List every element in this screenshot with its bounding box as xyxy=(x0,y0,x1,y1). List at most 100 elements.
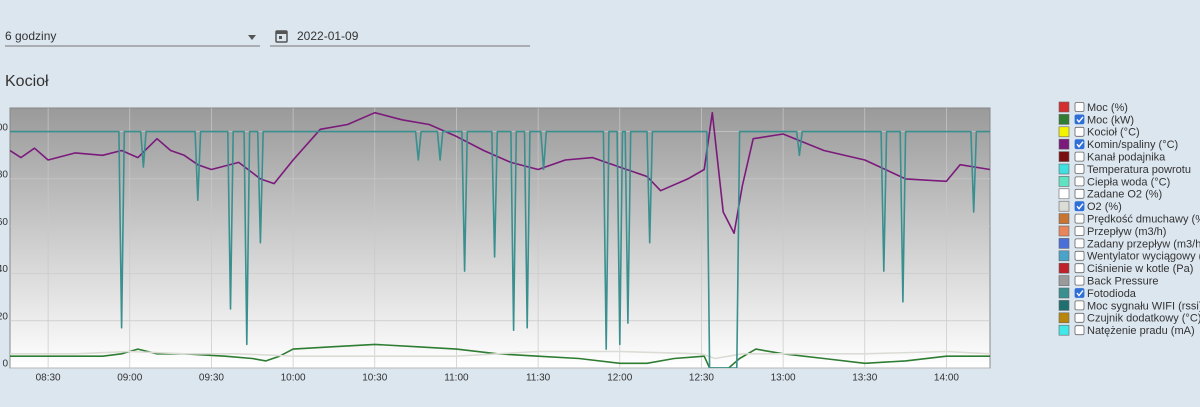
legend-checkbox xyxy=(1074,238,1085,249)
legend-item[interactable]: Kanał podajnika xyxy=(1058,151,1166,164)
legend-swatch xyxy=(1058,312,1070,324)
legend-label: Fotodioda xyxy=(1087,288,1137,300)
legend-label: Ciepła woda (°C) xyxy=(1087,176,1170,188)
x-tick-label: 13:00 xyxy=(771,373,796,384)
x-tick-label: 08:30 xyxy=(36,373,61,384)
legend-label: Back Pressure xyxy=(1087,276,1159,288)
legend-swatch xyxy=(1058,126,1070,138)
legend-checkbox xyxy=(1074,188,1085,199)
x-tick-label: 12:30 xyxy=(689,373,714,384)
checkmark xyxy=(1076,116,1084,124)
legend-checkbox xyxy=(1074,139,1085,150)
legend-checkbox xyxy=(1074,300,1085,311)
legend-swatch xyxy=(1058,238,1070,249)
legend-swatch xyxy=(1058,101,1070,113)
legend-item[interactable]: Wentylator wyciągowy (... xyxy=(1058,250,1200,263)
checkmark xyxy=(1076,141,1084,148)
legend-checkbox xyxy=(1074,312,1085,323)
plot-area xyxy=(9,107,991,369)
legend-item[interactable]: Zadany przepływ (m3/h) xyxy=(1058,238,1200,250)
legend-label: Kanał podajnika xyxy=(1087,152,1166,164)
legend-checkbox xyxy=(1074,226,1085,236)
range-select[interactable]: 6 godziny xyxy=(5,29,260,47)
legend-checkbox xyxy=(1074,164,1085,174)
legend-swatch xyxy=(1058,324,1070,336)
legend-checkbox xyxy=(1074,263,1085,274)
legend-label: Prędkość dmuchawy (%) xyxy=(1087,214,1200,226)
legend-item[interactable]: Ciepła woda (°C) xyxy=(1058,176,1170,188)
legend-label: Temperatura powrotu xyxy=(1087,164,1191,176)
legend-checkbox xyxy=(1074,151,1085,162)
legend-item[interactable]: Moc sygnału WIFI (rssi) xyxy=(1058,300,1200,312)
legend-swatch xyxy=(1058,200,1070,212)
date-value: 2022-01-09 xyxy=(297,29,359,43)
legend-label: Przepływ (m3/h) xyxy=(1087,226,1166,238)
legend-item[interactable]: Ciśnienie w kotle (Pa) xyxy=(1058,262,1193,275)
y-tick-label: 80 xyxy=(0,170,8,181)
legend-checkbox xyxy=(1074,250,1085,261)
legend-item[interactable]: O2 (%) xyxy=(1058,200,1122,213)
legend-swatch xyxy=(1058,114,1070,125)
x-tick-label: 10:00 xyxy=(281,373,306,384)
x-tick-label: 10:30 xyxy=(362,373,387,384)
legend-checkbox xyxy=(1074,114,1085,125)
x-tick-label: 13:30 xyxy=(852,373,877,384)
legend-label: Kocioł (°C) xyxy=(1087,127,1140,139)
legend-label: Zadane O2 (%) xyxy=(1087,189,1162,201)
series-line xyxy=(10,130,990,368)
legend-label: Natężenie pradu (mA) xyxy=(1087,325,1195,337)
legend-label: Czujnik dodatkowy (°C) xyxy=(1087,313,1200,325)
calendar-icon xyxy=(275,30,288,43)
range-value: 6 godziny xyxy=(5,29,56,43)
legend-swatch xyxy=(1058,151,1070,162)
legend-label: Moc (kW) xyxy=(1087,114,1134,126)
legend-item[interactable]: Moc (%) xyxy=(1058,101,1128,114)
y-tick-label: 60 xyxy=(0,217,8,228)
legend-swatch xyxy=(1058,275,1070,286)
legend-swatch xyxy=(1058,250,1070,262)
series-layer xyxy=(10,111,990,368)
legend-label: Ciśnienie w kotle (Pa) xyxy=(1087,263,1193,275)
legend-item[interactable]: Kocioł (°C) xyxy=(1058,126,1140,139)
legend-item[interactable]: Zadane O2 (%) xyxy=(1058,188,1162,201)
legend-label: Moc (%) xyxy=(1087,102,1128,114)
legend-item[interactable]: Back Pressure xyxy=(1058,275,1159,288)
legend-item[interactable]: Temperatura powrotu xyxy=(1058,163,1191,176)
legend-item[interactable]: Fotodioda xyxy=(1058,287,1137,300)
y-tick-label: 0 xyxy=(2,359,8,370)
legend-checkbox xyxy=(1074,201,1085,212)
legend-swatch xyxy=(1058,225,1070,237)
legend-label: Wentylator wyciągowy (... xyxy=(1087,251,1200,263)
date-picker[interactable]: 2022-01-09 xyxy=(270,29,530,47)
legend-swatch xyxy=(1058,163,1070,175)
legend-item[interactable]: Natężenie pradu (mA) xyxy=(1058,324,1195,337)
checkmark xyxy=(1076,290,1084,297)
legend-checkbox xyxy=(1074,325,1085,336)
legend-swatch xyxy=(1058,188,1070,200)
legend-label: O2 (%) xyxy=(1087,201,1122,213)
x-tick-label: 12:00 xyxy=(607,373,632,384)
x-tick-label: 14:00 xyxy=(934,373,959,384)
legend-swatch xyxy=(1058,300,1070,311)
y-tick-label: 20 xyxy=(0,311,8,322)
legend-swatch xyxy=(1058,176,1070,187)
legend-checkbox xyxy=(1074,176,1085,187)
legend-swatch xyxy=(1058,262,1070,274)
legend-label: Zadany przepływ (m3/h) xyxy=(1087,238,1200,250)
legend-swatch xyxy=(1058,287,1070,299)
legend-item[interactable]: Prędkość dmuchawy (%) xyxy=(1058,213,1200,226)
legend-label: Moc sygnału WIFI (rssi) xyxy=(1087,300,1200,312)
x-tick-label: 11:00 xyxy=(444,373,469,384)
legend-item[interactable]: Komin/spaliny (°C) xyxy=(1058,138,1178,151)
legend-item[interactable]: Przepływ (m3/h) xyxy=(1058,225,1166,238)
legend-swatch xyxy=(1058,213,1070,224)
y-tick-label: 40 xyxy=(0,264,8,275)
chart-title: Kocioł xyxy=(5,73,49,90)
legend-item[interactable]: Moc (kW) xyxy=(1058,114,1134,126)
y-tick-label: 100 xyxy=(0,122,8,133)
legend-checkbox xyxy=(1074,213,1085,224)
legend-item[interactable]: Czujnik dodatkowy (°C) xyxy=(1058,312,1200,325)
x-tick-label: 09:30 xyxy=(199,373,224,384)
